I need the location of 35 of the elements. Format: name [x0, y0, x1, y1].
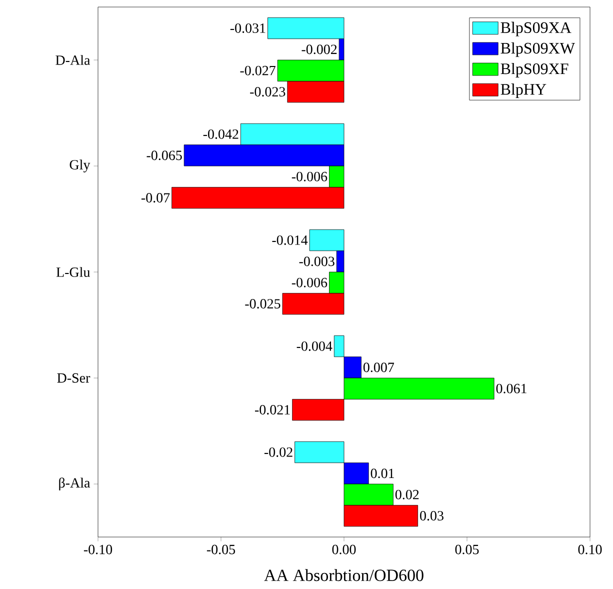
legend-label: BlpS09XA — [500, 22, 572, 36]
data-label: -0.023 — [250, 87, 286, 97]
data-label: -0.027 — [240, 66, 276, 76]
data-label: -0.065 — [146, 150, 182, 160]
data-label: -0.031 — [230, 23, 266, 33]
data-label: -0.014 — [272, 235, 308, 245]
x-tick-label: 0.10 — [578, 544, 602, 554]
y-tick-label: D-Ala — [56, 55, 90, 65]
legend-label: BlpHY — [500, 84, 546, 98]
y-tick-label: Gly — [70, 160, 90, 172]
data-label: 0.01 — [370, 468, 394, 478]
x-tick-label: -0.10 — [84, 544, 112, 554]
data-label: -0.07 — [141, 193, 170, 203]
data-label: 0.007 — [363, 362, 394, 372]
data-label: -0.021 — [254, 405, 290, 415]
y-tick-label: L-Glu — [56, 267, 90, 277]
x-tick-label: 0.00 — [332, 544, 356, 554]
y-tick-label: D-Ser — [57, 373, 90, 383]
data-label: 0.061 — [496, 384, 526, 394]
x-tick-label: -0.05 — [206, 544, 236, 554]
data-label: 0.02 — [395, 490, 419, 500]
x-axis-title: AA Absorbtion/OD600 — [264, 569, 424, 582]
data-label: -0.006 — [292, 278, 328, 288]
data-label: 0.03 — [420, 511, 444, 521]
legend-label: BlpS09XF — [500, 62, 568, 78]
data-label: -0.025 — [245, 299, 280, 309]
data-label: -0.002 — [302, 44, 337, 54]
data-label: -0.004 — [296, 341, 332, 351]
data-label: -0.006 — [292, 172, 328, 182]
y-tick-label: β-Ala — [59, 478, 90, 490]
data-label: -0.042 — [203, 129, 238, 139]
data-label: -0.02 — [264, 447, 292, 457]
x-tick-label: 0.05 — [455, 544, 479, 554]
data-label: -0.003 — [299, 256, 334, 266]
legend-label: BlpS09XW — [500, 42, 575, 57]
